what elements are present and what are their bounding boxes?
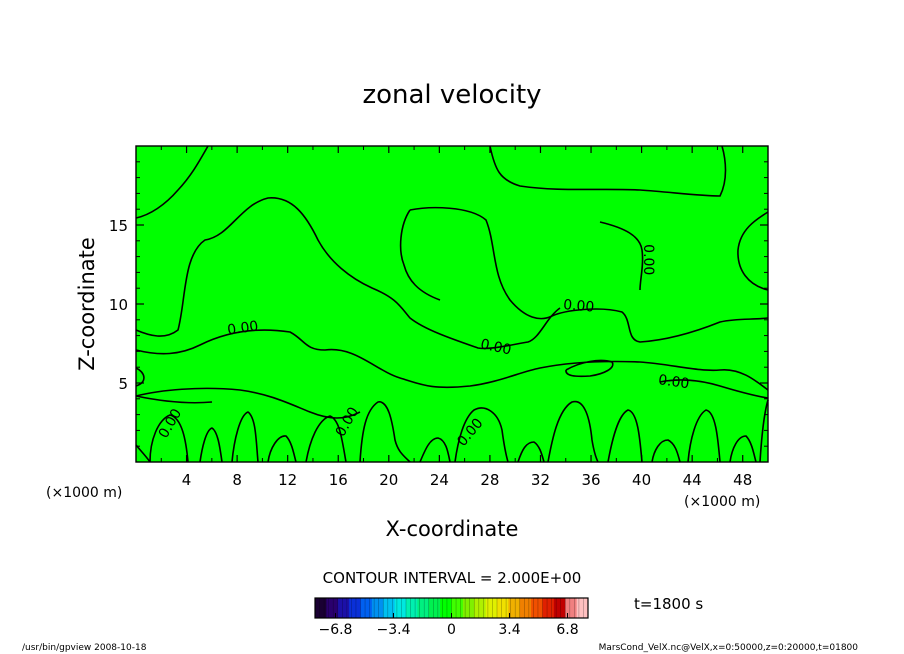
y-axis-ticks: 5 10 15: [109, 161, 768, 447]
colorbar-segment: [565, 598, 578, 618]
colorbar-segment: [360, 598, 373, 618]
contour-line: [135, 367, 145, 387]
contour-label: 0.00: [657, 372, 690, 392]
colorbar-segment: [406, 598, 418, 618]
y-axis-unit: (×1000 m): [46, 485, 122, 501]
contour-line: [231, 411, 259, 463]
colorbar-segment: [497, 598, 509, 618]
colorbar-segment: [315, 598, 327, 618]
colorbar-segment: [337, 598, 350, 618]
colorbar-segment: [462, 598, 475, 618]
colorbar-segment: [508, 598, 521, 618]
footer-right: MarsCond_VelX.nc@VelX,x=0:50000,z=0:2000…: [599, 643, 859, 653]
x-tick-label: 48: [733, 471, 752, 489]
x-axis-label: X-coordinate: [386, 517, 519, 541]
contour-line: [135, 395, 213, 404]
colorbar-segment: [371, 598, 384, 618]
colorbar-segment: [428, 598, 441, 618]
x-tick-label: 40: [632, 471, 651, 489]
y-tick-label: 10: [109, 296, 128, 314]
colorbar-ticks: −6.8 −3.4 0 3.4 6.8: [318, 613, 579, 638]
x-axis-unit: (×1000 m): [684, 494, 760, 510]
contour-line: [135, 197, 561, 350]
x-tick-label: 8: [232, 471, 242, 489]
y-axis-label: Z-coordinate: [75, 237, 99, 371]
contour-line: [565, 359, 614, 378]
colorbar-segment: [326, 598, 339, 618]
contour-line: [759, 399, 769, 463]
contour-line: [149, 414, 189, 463]
contour-line: [659, 379, 769, 399]
y-tick-label: 15: [109, 217, 128, 235]
x-tick-label: 24: [430, 471, 449, 489]
contour-line: [729, 435, 757, 463]
contour-line: [399, 209, 441, 301]
colorbar-tick-label: 6.8: [556, 622, 578, 638]
colorbar-segment: [383, 598, 396, 618]
contour-line: [687, 409, 721, 463]
contour-line: [419, 437, 451, 463]
x-tick-label: 44: [683, 471, 702, 489]
contour-line: [305, 415, 347, 463]
colorbar-segment: [485, 598, 498, 618]
colorbar-segment: [542, 598, 555, 618]
contour-line: [267, 435, 297, 463]
time-label: t=1800 s: [634, 595, 703, 613]
contour-line: [517, 441, 545, 463]
colorbar-tick-label: 3.4: [498, 622, 520, 638]
plot-area: 0.000.000.000.000.000.00 0.00 0.00 4 8 12 16 2…: [109, 145, 769, 489]
contour-line: [489, 145, 727, 197]
contour-line: [737, 211, 769, 291]
colorbar-segment: [576, 598, 589, 618]
colorbar-segment: [553, 598, 566, 618]
colorbar-segment: [531, 598, 543, 618]
contour-line: [454, 407, 509, 463]
x-axis-ticks: 4 8 12 16 20 24 28 32 36 40 44 48: [160, 146, 752, 489]
colorbar-segment: [417, 598, 430, 618]
x-tick-label: 28: [480, 471, 499, 489]
contour-lines: [135, 145, 769, 463]
colorbar-tick-label: −6.8: [318, 622, 352, 638]
footer-left: /usr/bin/gpview 2008-10-18: [22, 643, 147, 653]
colorbar-segment: [519, 598, 532, 618]
x-tick-label: 32: [531, 471, 550, 489]
x-tick-label: 36: [581, 471, 600, 489]
contour-line: [135, 329, 769, 391]
colorbar-tick-label: 0: [447, 622, 456, 638]
colorbar-segment: [394, 598, 407, 618]
x-tick-label: 12: [278, 471, 297, 489]
contour-line: [651, 439, 681, 463]
chart-title: zonal velocity: [362, 80, 541, 110]
contour-line: [135, 145, 209, 219]
colorbar-segment: [451, 598, 464, 618]
contour-line: [199, 427, 223, 463]
contour-line: [607, 409, 643, 463]
contour-label: 0.00: [479, 336, 513, 358]
x-tick-label: 16: [329, 471, 348, 489]
colorbar-tick-label: −3.4: [376, 622, 410, 638]
contour-interval-text: CONTOUR INTERVAL = 2.000E+00: [323, 569, 582, 587]
contour-label: 0.00: [640, 244, 656, 275]
contour-line: [359, 401, 411, 463]
colorbar: [314, 597, 589, 619]
colorbar-segment: [349, 598, 361, 618]
x-tick-label: 4: [182, 471, 192, 489]
x-tick-label: 20: [379, 471, 398, 489]
colorbar-segment: [440, 598, 452, 618]
plot-background: [136, 146, 768, 462]
colorbar-segment: [474, 598, 487, 618]
contour-label: 0.00: [226, 318, 259, 338]
contour-line: [409, 206, 769, 343]
contour-line: [547, 400, 599, 463]
contour-label: 0.00: [563, 297, 595, 316]
contour-line: [599, 221, 644, 291]
y-tick-label: 5: [118, 375, 128, 393]
